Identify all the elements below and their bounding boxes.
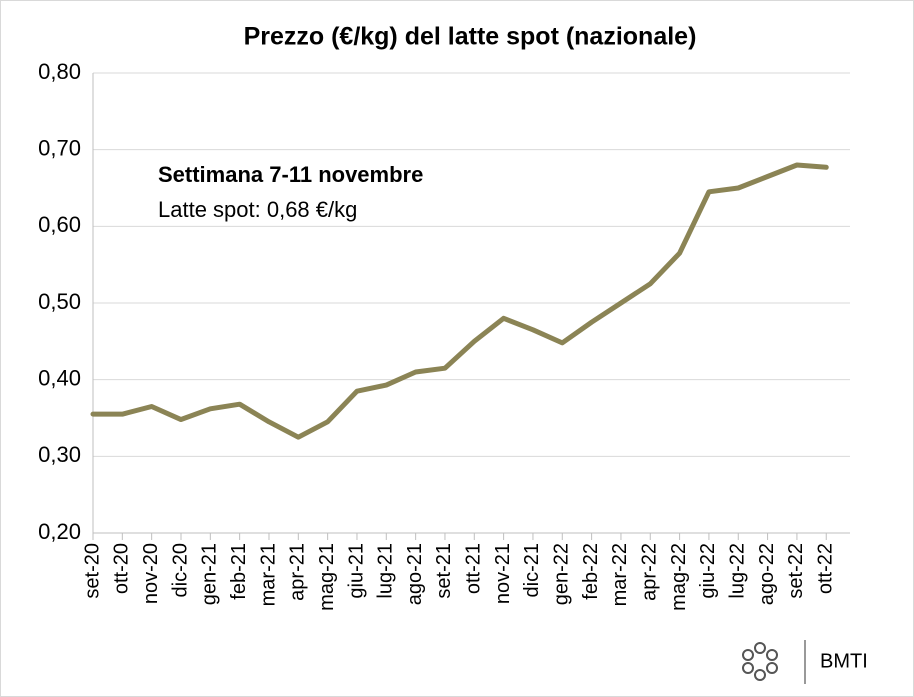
line [90, 162, 829, 440]
x-tick-label: set-22 [785, 543, 807, 599]
x-tick-label: mar-22 [609, 543, 631, 606]
y-tick-label: 0,20 [38, 519, 81, 544]
x-tick-label: ott-20 [111, 543, 133, 594]
y-tick-label: 0,50 [38, 289, 81, 314]
x-tick-label: gen-22 [551, 543, 573, 605]
x-tick-label: ago-22 [756, 543, 778, 605]
x-tick-label: feb-21 [228, 543, 250, 600]
x-tick-label: dic-21 [521, 543, 543, 597]
x-tick-label: ago-21 [404, 543, 426, 605]
x-tick-label: set-21 [433, 543, 455, 599]
x-tick-label: mag-22 [668, 543, 690, 611]
annotation: Latte spot: 0,68 €/kg [158, 197, 357, 222]
x-tick-label: apr-22 [639, 543, 661, 601]
x-tick-label: lug-21 [375, 543, 397, 599]
chart-title: Prezzo (€/kg) del latte spot (nazionale) [244, 23, 697, 51]
x-tick-label: ott-21 [463, 543, 485, 594]
annotation: Settimana 7-11 novembre [158, 162, 423, 187]
x-tick-label: ott-22 [815, 543, 837, 594]
x-tick-label: giu-22 [697, 543, 719, 599]
x-tick-label: apr-21 [287, 543, 309, 601]
x-tick-label: lug-22 [727, 543, 749, 599]
y-tick-label: 0,30 [38, 442, 81, 467]
y-tick-label: 0,40 [38, 365, 81, 390]
logo [742, 640, 806, 684]
x-tick-label: giu-21 [345, 543, 367, 599]
x-tick-label: gen-21 [199, 543, 221, 605]
y-tick-label: 0,70 [38, 135, 81, 160]
x-tick-label: mar-21 [257, 543, 279, 606]
x-tick-label: set-20 [81, 543, 103, 599]
x-tick-label: mag-21 [316, 543, 338, 611]
x-tick-label: nov-21 [492, 543, 514, 604]
y-tick-label: 0,80 [38, 59, 81, 84]
x-tick-label: dic-20 [169, 543, 191, 597]
x-tick-label: nov-20 [140, 543, 162, 604]
y-tick-label: 0,60 [38, 212, 81, 237]
source: BMTI [820, 650, 868, 672]
x-tick-label: feb-22 [580, 543, 602, 600]
